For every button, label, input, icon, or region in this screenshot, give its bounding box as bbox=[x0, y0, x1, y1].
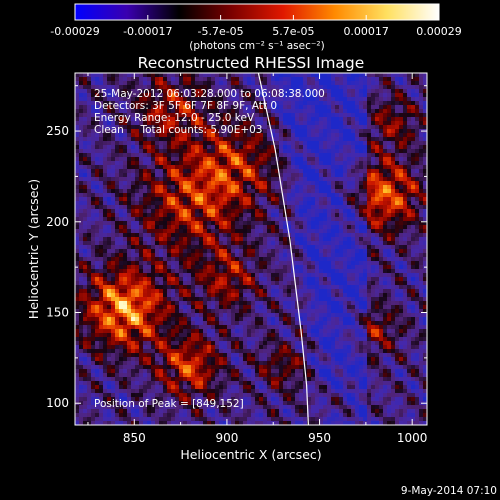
footer-timestamp: 9-May-2014 07:10 bbox=[401, 485, 497, 497]
colorbar-tick-label-2: -0.00017 bbox=[123, 25, 172, 38]
plot-frame bbox=[74, 72, 428, 426]
x-tick-label: 950 bbox=[308, 431, 331, 445]
y-tick-label: 100 bbox=[46, 396, 69, 410]
colorbar-tick-label-3: -5.7e-05 bbox=[197, 25, 243, 38]
y-axis-label: Heliocentric Y (arcsec) bbox=[26, 179, 41, 319]
y-tick-label: 200 bbox=[46, 215, 69, 229]
peak-position-label: Position of Peak = [849,152] bbox=[94, 398, 244, 410]
heatmap-image bbox=[75, 73, 427, 425]
chart-title: Reconstructed RHESSI Image bbox=[138, 54, 365, 72]
annotation-counts: Clean Total counts: 5.90E+03 bbox=[94, 124, 263, 136]
colorbar-tick-label-4: 5.7e-05 bbox=[272, 25, 314, 38]
annotation-time-range: 25-May-2012 06:03:28.000 to 06:08:38.000 bbox=[94, 88, 325, 100]
y-tick-label: 250 bbox=[46, 124, 69, 138]
colorbar-unit-label: (photons cm⁻² s⁻¹ asec⁻²) bbox=[189, 40, 324, 52]
annotation-energy: Energy Range: 12.0 - 25.0 keV bbox=[94, 112, 255, 124]
axis-ticks bbox=[75, 73, 427, 425]
y-tick-label: 150 bbox=[46, 306, 69, 320]
annotation-detectors: Detectors: 3F 5F 6F 7F 8F 9F, Att 0 bbox=[94, 100, 277, 112]
colorbar-tick-label-6: 0.00029 bbox=[416, 25, 462, 38]
colorbar bbox=[74, 3, 440, 21]
solar-limb-line bbox=[257, 73, 309, 425]
colorbar-tick-label-5: 0.00017 bbox=[343, 25, 389, 38]
x-axis-label: Heliocentric X (arcsec) bbox=[180, 447, 321, 462]
colorbar-tick-label-1: -0.00029 bbox=[50, 25, 99, 38]
colorbar-ticks bbox=[74, 15, 440, 20]
x-tick-label: 900 bbox=[215, 431, 238, 445]
x-tick-label: 850 bbox=[123, 431, 146, 445]
x-tick-label: 1000 bbox=[397, 431, 428, 445]
